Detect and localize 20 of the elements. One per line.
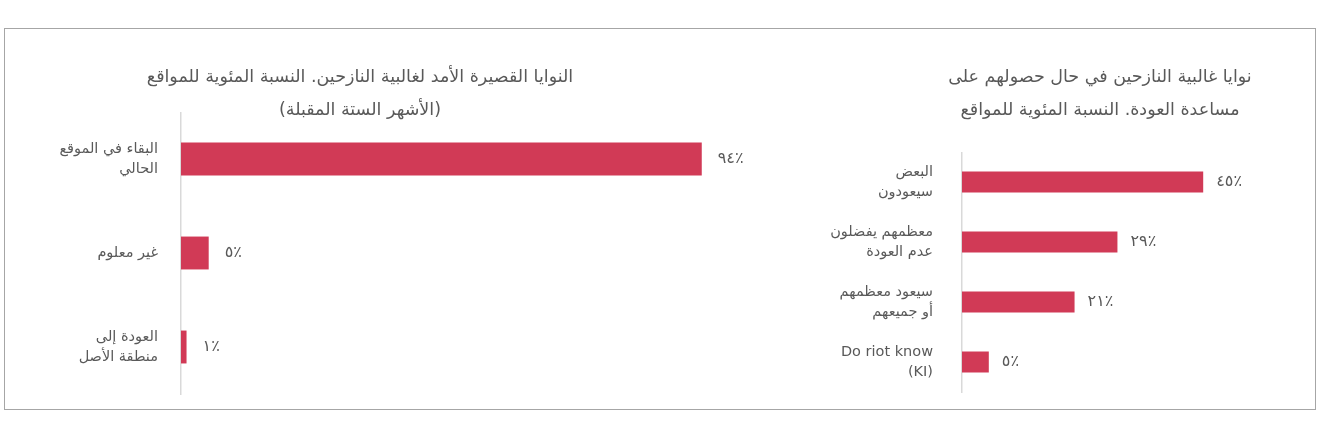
y-tick-label: سيعود معظمهم أو جميعهم: [839, 282, 933, 320]
bar: [962, 351, 989, 373]
y-tick-label: غير معلوم: [97, 243, 159, 261]
data-label: ٩٤٪: [717, 148, 744, 168]
bar: [962, 171, 1204, 193]
chart-title: نوايا غالبية النازحين في حال حصولهم على مساعدة العودة. النسبة المئوية للمواقع: [947, 65, 1253, 122]
data-label: ٤٥٪: [1216, 171, 1242, 191]
bar: [962, 291, 1075, 313]
y-tick-label: معظمهم يفضلون عدم العودة: [830, 222, 933, 260]
chart-title: النوايا القصيرة الأمد لغالبية النازحين. النسبة المئوية للمواقع (الأشهر الستة المقبلة): [145, 64, 575, 122]
data-label: ٥٪: [1001, 351, 1019, 371]
data-label: ١٪: [202, 336, 220, 356]
data-label: ٥٪: [224, 242, 242, 262]
bar: [962, 231, 1118, 253]
data-label: ٢١٪: [1087, 291, 1114, 311]
y-tick-label: Do riot know (KI): [840, 342, 934, 379]
y-tick-label: البعض سيعودون: [877, 162, 933, 200]
data-label: ٢٩٪: [1130, 231, 1157, 251]
y-tick-label: البقاء في الموقع الحالي: [59, 139, 158, 177]
y-tick-label: العودة إلى منطقة الأصل: [78, 327, 158, 364]
